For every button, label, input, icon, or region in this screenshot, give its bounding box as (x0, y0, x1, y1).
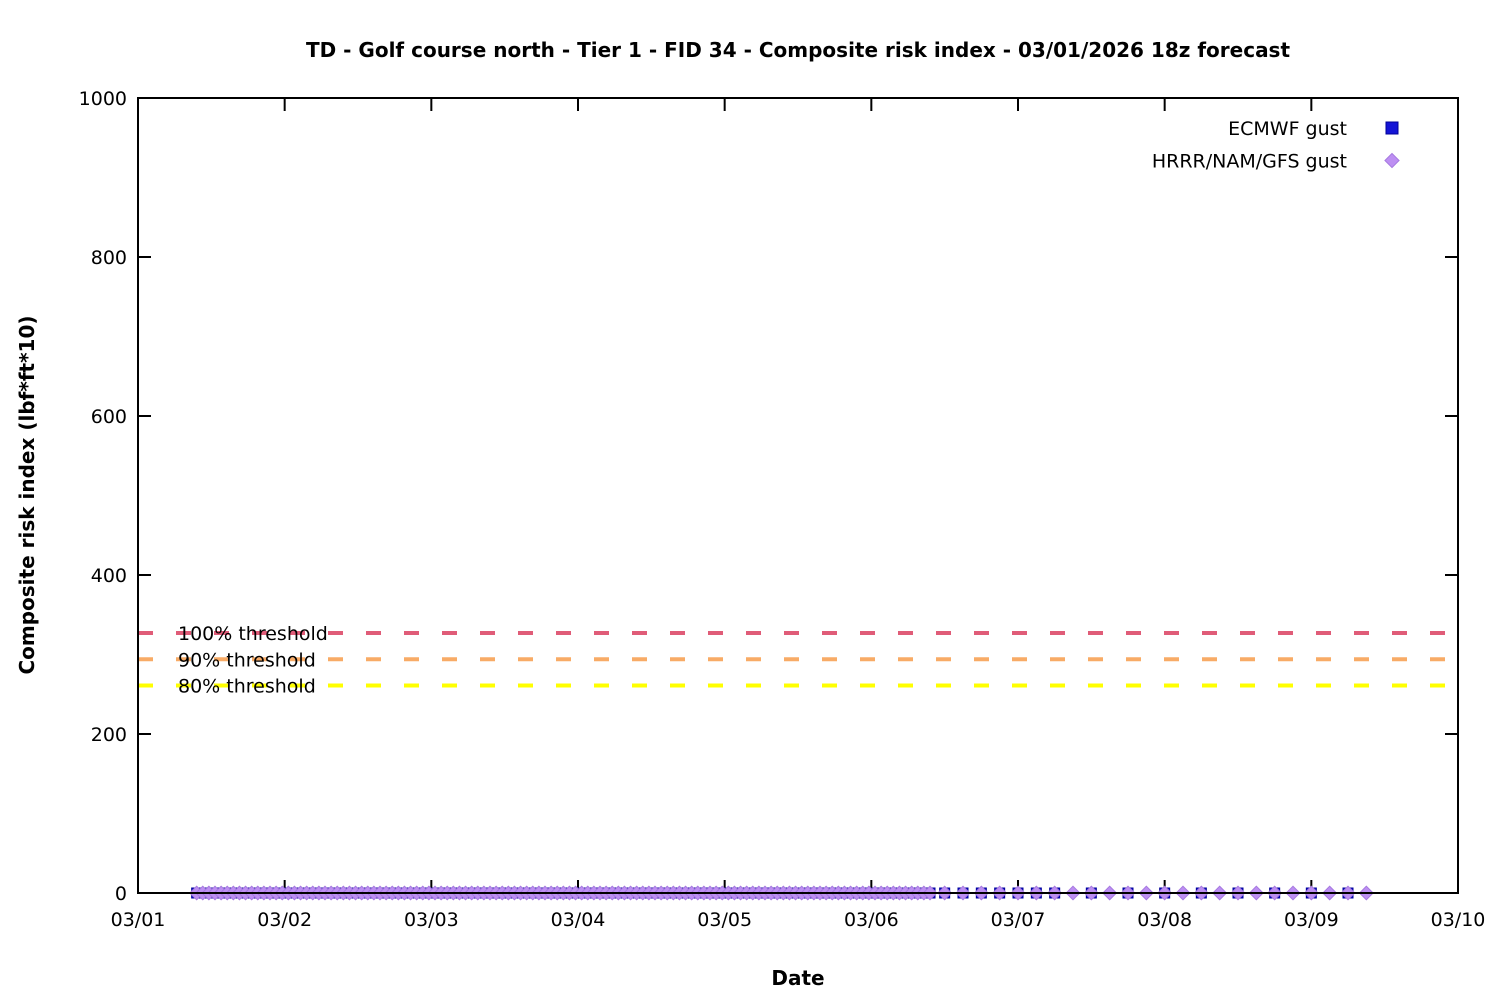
chart-title: TD - Golf course north - Tier 1 - FID 34… (306, 38, 1291, 62)
x-tick-label: 03/04 (551, 909, 606, 931)
y-tick-label: 400 (91, 565, 127, 587)
threshold-label-90: 90% threshold (178, 649, 316, 671)
y-tick-label: 800 (91, 247, 127, 269)
threshold-labels: 100% threshold 90% threshold 80% threshold (178, 623, 328, 697)
x-tick-label: 03/02 (257, 909, 312, 931)
legend-label-ecmwf: ECMWF gust (1228, 118, 1347, 140)
square-icon (1385, 121, 1399, 135)
threshold-label-80: 80% threshold (178, 676, 316, 698)
axis-ticks (137, 97, 1459, 894)
tick-labels: 03/01 03/02 03/03 03/04 03/05 03/06 03/07 03/08… (79, 88, 1486, 931)
x-tick-label: 03/03 (404, 909, 459, 931)
x-axis-label: Date (771, 966, 824, 990)
y-tick-label: 600 (91, 406, 127, 428)
y-tick-label: 0 (115, 883, 127, 905)
threshold-lines (138, 631, 1458, 688)
y-axis-label: Composite risk index (lbf*ft*10) (15, 315, 39, 674)
threshold-label-100: 100% threshold (178, 623, 328, 645)
legend-label-hrrr: HRRR/NAM/GFS gust (1152, 151, 1347, 173)
x-tick-label: 03/08 (1137, 909, 1192, 931)
x-tick-label: 03/09 (1284, 909, 1339, 931)
x-tick-label: 03/05 (697, 909, 752, 931)
plot-border (137, 97, 1459, 894)
diamond-icon (1384, 152, 1400, 169)
y-tick-label: 1000 (79, 88, 127, 110)
chart-legend: ECMWF gust HRRR/NAM/GFS gust (1152, 118, 1400, 173)
x-tick-label: 03/10 (1431, 909, 1486, 931)
y-tick-label: 200 (91, 724, 127, 746)
x-tick-label: 03/07 (991, 909, 1046, 931)
x-tick-label: 03/01 (111, 909, 166, 931)
x-tick-label: 03/06 (844, 909, 899, 931)
